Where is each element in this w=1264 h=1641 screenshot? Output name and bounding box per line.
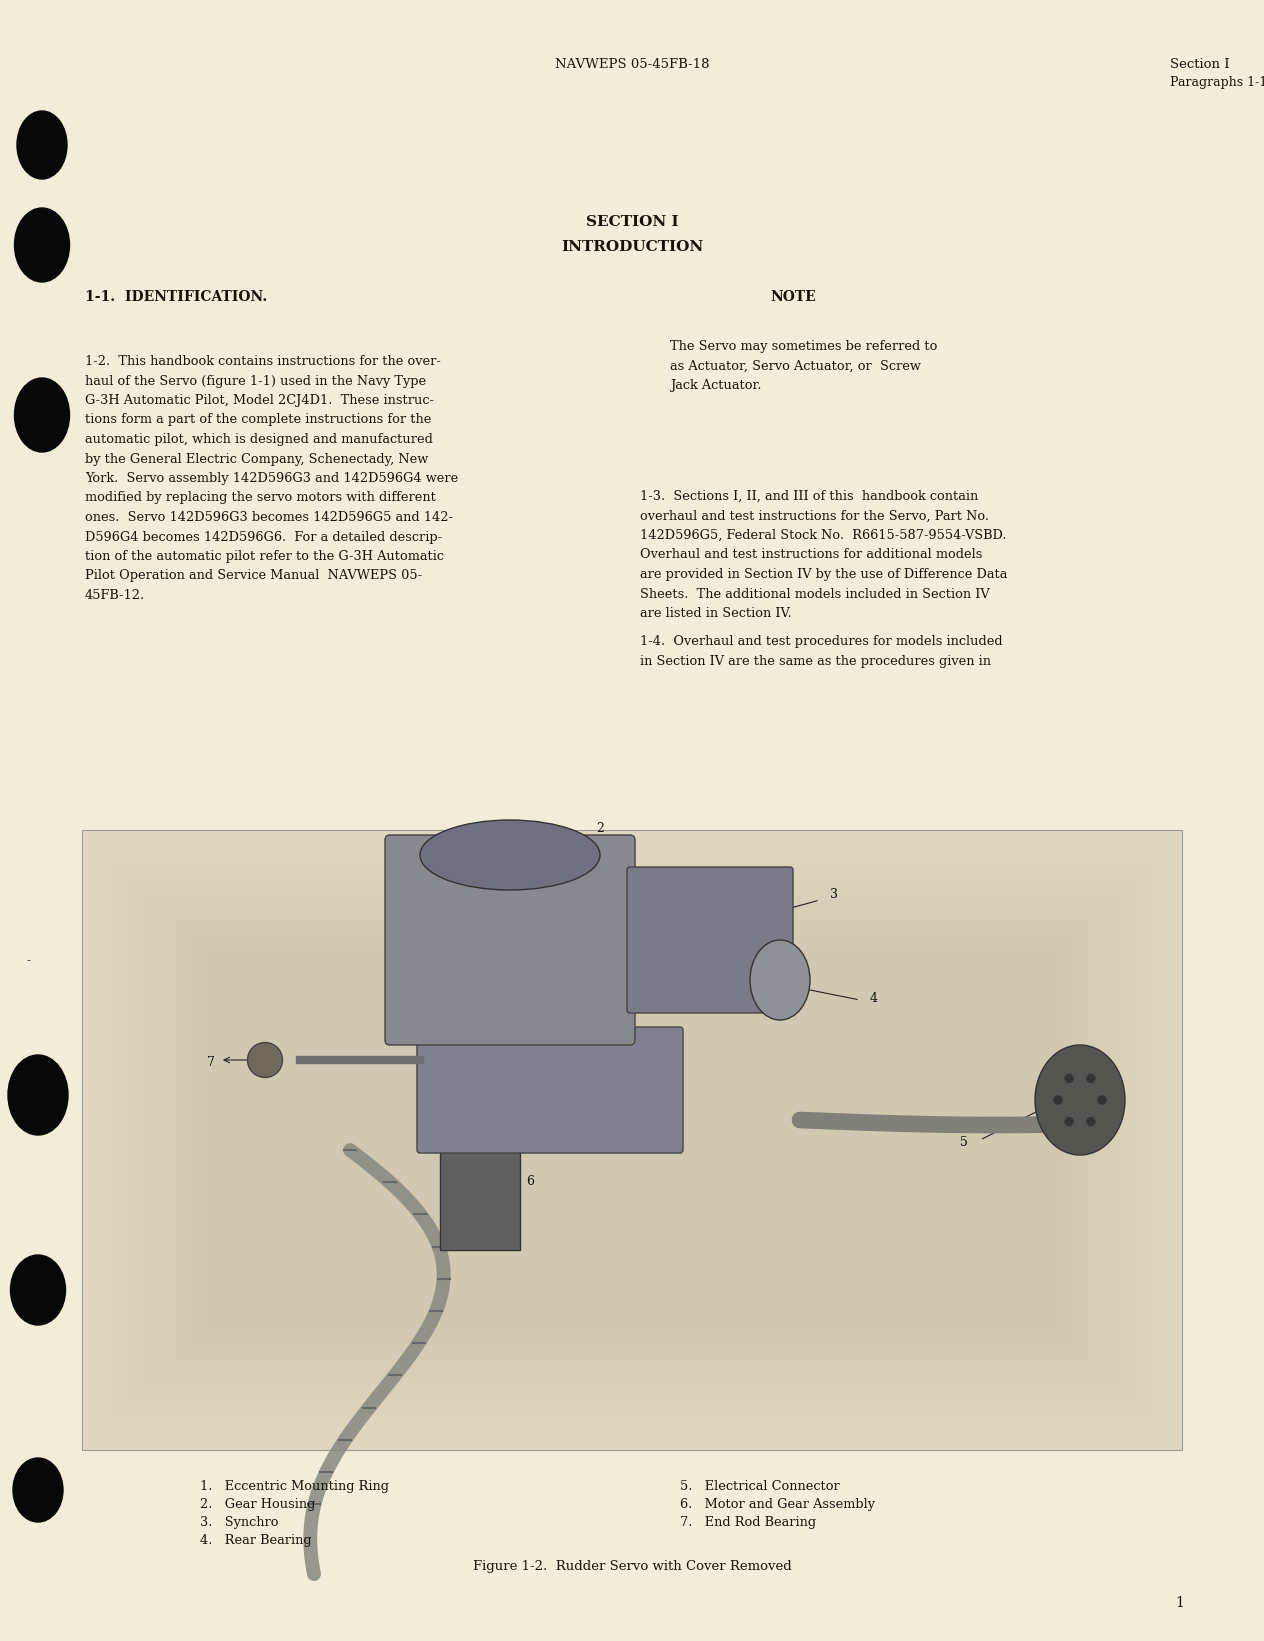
- Text: 1-3.  Sections I, II, and III of this  handbook contain: 1-3. Sections I, II, and III of this han…: [640, 491, 978, 504]
- Text: modified by replacing the servo motors with different: modified by replacing the servo motors w…: [85, 492, 436, 504]
- Text: York.  Servo assembly 142D596G3 and 142D596G4 were: York. Servo assembly 142D596G3 and 142D5…: [85, 473, 459, 486]
- Text: are provided in Section IV by the use of Difference Data: are provided in Section IV by the use of…: [640, 568, 1007, 581]
- Text: Pilot Operation and Service Manual  NAVWEPS 05-: Pilot Operation and Service Manual NAVWE…: [85, 569, 422, 583]
- Ellipse shape: [14, 377, 70, 451]
- Bar: [123, 870, 1141, 1410]
- Text: The Servo may sometimes be referred to: The Servo may sometimes be referred to: [670, 340, 938, 353]
- Text: 6.   Motor and Gear Assembly: 6. Motor and Gear Assembly: [680, 1498, 875, 1511]
- Text: D596G4 becomes 142D596G6.  For a detailed descrip-: D596G4 becomes 142D596G6. For a detailed…: [85, 530, 442, 543]
- Text: tions form a part of the complete instructions for the: tions form a part of the complete instru…: [85, 414, 431, 427]
- Ellipse shape: [1035, 1045, 1125, 1155]
- Ellipse shape: [1087, 1075, 1095, 1083]
- Bar: [178, 926, 1086, 1354]
- Text: haul of the Servo (figure 1-1) used in the Navy Type: haul of the Servo (figure 1-1) used in t…: [85, 374, 426, 387]
- Bar: [106, 853, 1158, 1426]
- Ellipse shape: [248, 1042, 282, 1078]
- Ellipse shape: [8, 1055, 68, 1136]
- Bar: [82, 830, 1182, 1451]
- Ellipse shape: [10, 1255, 66, 1324]
- Text: 1-4.  Overhaul and test procedures for models included: 1-4. Overhaul and test procedures for mo…: [640, 635, 1002, 648]
- Text: 1: 1: [506, 822, 514, 835]
- Bar: [90, 839, 1174, 1442]
- Ellipse shape: [750, 940, 810, 1021]
- Text: SECTION I: SECTION I: [585, 215, 679, 230]
- Text: 6: 6: [526, 1175, 533, 1188]
- Ellipse shape: [14, 208, 70, 282]
- Text: Overhaul and test instructions for additional models: Overhaul and test instructions for addit…: [640, 548, 982, 561]
- Text: 4.   Rear Bearing: 4. Rear Bearing: [200, 1534, 312, 1547]
- Bar: [210, 958, 1054, 1323]
- Text: overhaul and test instructions for the Servo, Part No.: overhaul and test instructions for the S…: [640, 509, 988, 522]
- Text: 2: 2: [597, 822, 604, 835]
- Bar: [138, 886, 1126, 1393]
- Text: 4: 4: [870, 991, 878, 1004]
- Ellipse shape: [16, 112, 67, 179]
- Bar: [114, 862, 1150, 1418]
- FancyBboxPatch shape: [386, 835, 635, 1045]
- Bar: [202, 950, 1062, 1329]
- Text: by the General Electric Company, Schenectady, New: by the General Electric Company, Schenec…: [85, 453, 428, 466]
- Ellipse shape: [1054, 1096, 1062, 1104]
- Ellipse shape: [1066, 1118, 1073, 1126]
- Ellipse shape: [1098, 1096, 1106, 1104]
- Bar: [162, 911, 1102, 1370]
- Text: 5: 5: [961, 1136, 968, 1149]
- Text: G-3H Automatic Pilot, Model 2CJ4D1.  These instruc-: G-3H Automatic Pilot, Model 2CJ4D1. Thes…: [85, 394, 434, 407]
- Text: 2.   Gear Housing: 2. Gear Housing: [200, 1498, 316, 1511]
- Text: Jack Actuator.: Jack Actuator.: [670, 379, 761, 392]
- Bar: [154, 903, 1110, 1378]
- Text: in Section IV are the same as the procedures given in: in Section IV are the same as the proced…: [640, 655, 991, 668]
- Text: 1.   Eccentric Mounting Ring: 1. Eccentric Mounting Ring: [200, 1480, 389, 1493]
- Text: tion of the automatic pilot refer to the G-3H Automatic: tion of the automatic pilot refer to the…: [85, 550, 444, 563]
- Bar: [99, 847, 1165, 1434]
- Text: 3.   Synchro: 3. Synchro: [200, 1516, 278, 1529]
- Text: -: -: [27, 955, 30, 965]
- Bar: [130, 878, 1134, 1401]
- Text: 45FB-12.: 45FB-12.: [85, 589, 145, 602]
- Bar: [440, 870, 520, 1250]
- Text: 7: 7: [207, 1055, 215, 1068]
- Ellipse shape: [420, 820, 600, 889]
- Text: 7.   End Rod Bearing: 7. End Rod Bearing: [680, 1516, 817, 1529]
- Bar: [147, 894, 1117, 1387]
- Text: as Actuator, Servo Actuator, or  Screw: as Actuator, Servo Actuator, or Screw: [670, 359, 921, 373]
- Bar: [234, 981, 1030, 1298]
- Text: NOTE: NOTE: [770, 290, 815, 304]
- Text: NAVWEPS 05-45FB-18: NAVWEPS 05-45FB-18: [555, 57, 709, 71]
- Text: 1-2.  This handbook contains instructions for the over-: 1-2. This handbook contains instructions…: [85, 354, 441, 368]
- FancyBboxPatch shape: [627, 866, 793, 1012]
- Bar: [169, 917, 1095, 1362]
- Ellipse shape: [13, 1457, 63, 1521]
- Text: automatic pilot, which is designed and manufactured: automatic pilot, which is designed and m…: [85, 433, 432, 446]
- Bar: [193, 942, 1071, 1337]
- Text: Sheets.  The additional models included in Section IV: Sheets. The additional models included i…: [640, 587, 990, 601]
- Text: 5.   Electrical Connector: 5. Electrical Connector: [680, 1480, 839, 1493]
- FancyBboxPatch shape: [417, 1027, 683, 1154]
- Text: 1: 1: [1176, 1597, 1184, 1610]
- Text: Paragraphs 1-1 to 1-4: Paragraphs 1-1 to 1-4: [1170, 75, 1264, 89]
- Ellipse shape: [1087, 1118, 1095, 1126]
- Text: INTRODUCTION: INTRODUCTION: [561, 240, 703, 254]
- Text: Figure 1-2.  Rudder Servo with Cover Removed: Figure 1-2. Rudder Servo with Cover Remo…: [473, 1561, 791, 1574]
- Text: are listed in Section IV.: are listed in Section IV.: [640, 607, 791, 620]
- Text: Section I: Section I: [1170, 57, 1230, 71]
- Bar: [217, 967, 1047, 1314]
- Text: 142D596G5, Federal Stock No.  R6615-587-9554-VSBD.: 142D596G5, Federal Stock No. R6615-587-9…: [640, 528, 1006, 542]
- Text: 1-1.  IDENTIFICATION.: 1-1. IDENTIFICATION.: [85, 290, 267, 304]
- Text: ones.  Servo 142D596G3 becomes 142D596G5 and 142-: ones. Servo 142D596G3 becomes 142D596G5 …: [85, 510, 453, 523]
- Bar: [186, 934, 1078, 1346]
- Text: 3: 3: [830, 888, 838, 901]
- Bar: [82, 830, 1182, 1451]
- Ellipse shape: [1066, 1075, 1073, 1083]
- Bar: [226, 975, 1038, 1306]
